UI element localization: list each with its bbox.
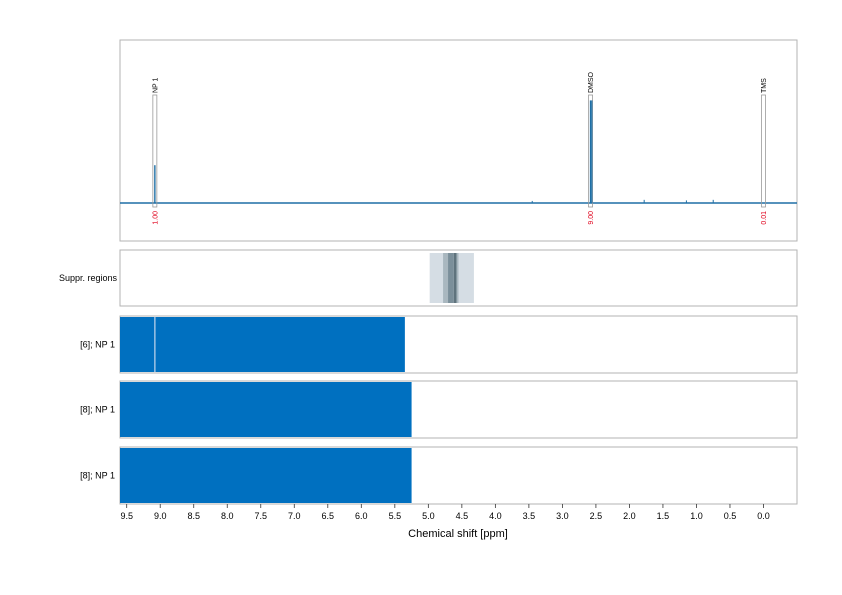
peak-marker [761,94,766,208]
x-tick-label: 4.0 [489,511,502,521]
fit-panel-label: [6]; NP 1 [80,340,115,350]
suppr-region-center [453,253,457,303]
x-tick-label: 3.0 [556,511,569,521]
x-tick-label: 7.5 [255,511,268,521]
peak-label: NP 1 [152,77,159,93]
fit-panel-bar [120,317,405,372]
x-tick-label: 5.0 [422,511,435,521]
fit-panel-bar [120,382,412,437]
integration-value: 0.01 [761,211,768,225]
peak-label: DMSO [588,71,595,93]
x-tick-label: 7.0 [288,511,301,521]
spectrum-panel: NP 1 1.00 DMSO 9.00 TMS 0.01 [119,39,798,242]
fit-panel-label: [8]; NP 1 [80,405,115,415]
x-tick-label: 6.5 [322,511,335,521]
x-axis-title: Chemical shift [ppm] [408,528,508,540]
x-tick-label: 0.0 [757,511,770,521]
peak-marker [152,94,158,208]
integration-value: 1.00 [152,211,159,225]
suppr-regions-label: Suppr. regions [59,273,118,283]
x-tick-label: 0.5 [724,511,737,521]
peak-label: TMS [761,78,768,93]
x-tick-label: 4.5 [456,511,469,521]
x-tick-label: 6.0 [355,511,368,521]
integration-value: 9.00 [588,211,595,225]
fit-panels: [6]; NP 1 [8]; NP 1 [8]; NP 1 [80,315,798,505]
x-tick-label: 2.0 [623,511,636,521]
x-tick-label: 5.5 [389,511,402,521]
suppr-region-core [448,253,454,303]
peak-marker [588,94,593,208]
x-axis: 9.5 9.0 8.5 8.0 7.5 7.0 6.5 6.0 5.5 5.0 4.5 4.0 3.5 3… [120,504,770,521]
suppr-regions-panel: Suppr. regions [59,249,798,307]
fit-panel-bar [120,448,412,503]
x-tick-label: 1.5 [657,511,670,521]
spectrum-frame [119,39,798,242]
x-tick-label: 8.0 [221,511,234,521]
fit-panel-label: [8]; NP 1 [80,471,115,481]
x-tick-label: 8.5 [187,511,200,521]
x-tick-label: 2.5 [590,511,603,521]
x-tick-label: 3.5 [523,511,536,521]
x-tick-label: 9.0 [154,511,167,521]
x-tick-label: 9.5 [120,511,133,521]
x-tick-label: 1.0 [690,511,703,521]
